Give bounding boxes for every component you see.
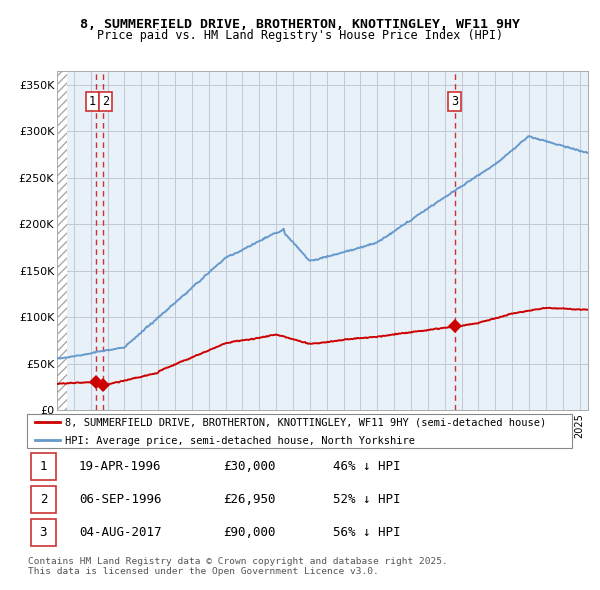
Text: 56% ↓ HPI: 56% ↓ HPI: [333, 526, 400, 539]
FancyBboxPatch shape: [31, 519, 56, 546]
Text: 06-SEP-1996: 06-SEP-1996: [79, 493, 161, 506]
Text: 52% ↓ HPI: 52% ↓ HPI: [333, 493, 400, 506]
Bar: [57, 66, 67, 410]
Text: Price paid vs. HM Land Registry's House Price Index (HPI): Price paid vs. HM Land Registry's House …: [97, 30, 503, 42]
Text: 1: 1: [40, 460, 47, 473]
Text: 04-AUG-2017: 04-AUG-2017: [79, 526, 161, 539]
Text: £90,000: £90,000: [224, 526, 276, 539]
Text: 46% ↓ HPI: 46% ↓ HPI: [333, 460, 400, 473]
Text: 2: 2: [40, 493, 47, 506]
FancyBboxPatch shape: [27, 414, 572, 448]
Text: 8, SUMMERFIELD DRIVE, BROTHERTON, KNOTTINGLEY, WF11 9HY: 8, SUMMERFIELD DRIVE, BROTHERTON, KNOTTI…: [80, 18, 520, 31]
Text: 3: 3: [40, 526, 47, 539]
Text: 1: 1: [89, 95, 96, 108]
FancyBboxPatch shape: [31, 453, 56, 480]
Text: 2: 2: [103, 95, 109, 108]
Text: HPI: Average price, semi-detached house, North Yorkshire: HPI: Average price, semi-detached house,…: [65, 435, 415, 445]
FancyBboxPatch shape: [31, 486, 56, 513]
Text: 8, SUMMERFIELD DRIVE, BROTHERTON, KNOTTINGLEY, WF11 9HY (semi-detached house): 8, SUMMERFIELD DRIVE, BROTHERTON, KNOTTI…: [65, 418, 547, 428]
Text: £30,000: £30,000: [224, 460, 276, 473]
Text: 3: 3: [451, 95, 458, 108]
Text: 19-APR-1996: 19-APR-1996: [79, 460, 161, 473]
Text: Contains HM Land Registry data © Crown copyright and database right 2025.
This d: Contains HM Land Registry data © Crown c…: [28, 557, 448, 576]
Text: £26,950: £26,950: [224, 493, 276, 506]
